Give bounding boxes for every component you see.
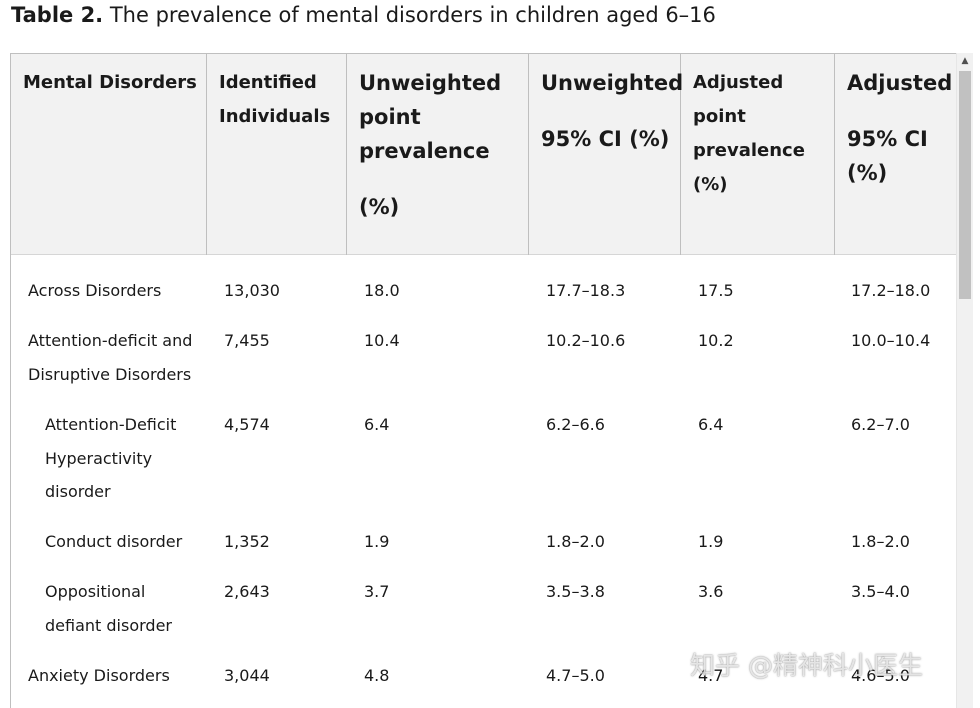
header-line: point xyxy=(359,105,421,129)
header-line: prevalence xyxy=(359,139,490,163)
header-line: Mental Disorders xyxy=(23,72,197,93)
header-adjusted-ci: Adjusted 95% CI (%) xyxy=(835,54,956,255)
header-line: (%) xyxy=(693,174,728,195)
header-line xyxy=(847,100,956,122)
header-line: prevalence xyxy=(693,140,805,161)
header-line: 95% CI xyxy=(847,127,928,151)
cell-unweighted-ci: 4.7–5.0 xyxy=(546,666,605,685)
row-label-anxiety-disorders: Anxiety Disorders xyxy=(28,659,170,693)
scrollbar-thumb[interactable] xyxy=(959,71,971,299)
row-label-line: defiant disorder xyxy=(45,615,172,635)
header-line: Identified xyxy=(219,72,317,93)
cell-unweighted-ci: 6.2–6.6 xyxy=(546,415,605,434)
cell-unweighted-ci: 1.8–2.0 xyxy=(546,532,605,551)
cell-unweighted-prevalence: 6.4 xyxy=(364,415,390,434)
cell-adjusted-ci: 1.8–2.0 xyxy=(851,532,910,551)
row-label-line: disorder xyxy=(45,482,111,501)
table-caption-text: The prevalence of mental disorders in ch… xyxy=(109,3,716,27)
row-label-line: Disruptive Disorders xyxy=(28,364,192,384)
header-line: Unweighted xyxy=(359,71,502,95)
cell-unweighted-prevalence: 1.9 xyxy=(364,532,390,551)
row-label-adhd: Attention-Deficit Hyperactivity disorder xyxy=(45,408,176,509)
row-label-oppositional-defiant: Oppositional defiant disorder xyxy=(45,575,172,642)
header-line: Unweighted xyxy=(541,71,684,95)
table-caption-label: Table 2. xyxy=(11,3,104,27)
cell-unweighted-prevalence: 3.7 xyxy=(364,582,390,601)
row-label-line: Oppositional xyxy=(45,582,146,601)
header-line xyxy=(359,168,528,190)
watermark: 知乎 @精神科小医生 xyxy=(690,651,923,680)
cell-identified-individuals: 3,044 xyxy=(224,666,270,685)
header-line xyxy=(541,100,680,122)
cell-unweighted-ci: 3.5–3.8 xyxy=(546,582,605,601)
row-label-line: Hyperactivity xyxy=(45,448,153,468)
header-identified-individuals: Identified Individuals xyxy=(207,54,347,255)
cell-unweighted-ci: 10.2–10.6 xyxy=(546,331,626,350)
row-label-line: Across Disorders xyxy=(28,281,162,300)
header-mental-disorders: Mental Disorders xyxy=(11,54,207,255)
cell-identified-individuals: 1,352 xyxy=(224,532,270,551)
cell-adjusted-ci: 6.2–7.0 xyxy=(851,415,910,434)
header-line: Adjusted xyxy=(693,72,784,93)
cell-unweighted-prevalence: 18.0 xyxy=(364,281,400,300)
header-adjusted-prevalence: Adjusted point prevalence (%) xyxy=(681,54,835,255)
header-line: (%) xyxy=(359,195,400,219)
prevalence-table: Mental Disorders Identified Individuals Unw… xyxy=(10,53,956,708)
cell-adjusted-ci: 10.0–10.4 xyxy=(851,331,931,350)
header-line: 95% CI (%) xyxy=(541,127,670,151)
cell-identified-individuals: 2,643 xyxy=(224,582,270,601)
cell-unweighted-prevalence: 10.4 xyxy=(364,331,400,350)
cell-adjusted-prevalence: 1.9 xyxy=(698,532,724,551)
cell-identified-individuals: 7,455 xyxy=(224,331,270,350)
header-line: point xyxy=(693,106,746,127)
header-unweighted-prevalence: Unweighted point prevalence (%) xyxy=(347,54,529,255)
cell-adjusted-prevalence: 3.6 xyxy=(698,582,724,601)
cell-adjusted-prevalence: 4.7 xyxy=(698,666,724,685)
cell-adjusted-ci: 4.6–5.0 xyxy=(851,666,910,685)
cell-identified-individuals: 4,574 xyxy=(224,415,270,434)
cell-adjusted-prevalence: 6.4 xyxy=(698,415,724,434)
table-caption: Table 2. The prevalence of mental disord… xyxy=(11,0,716,30)
row-label-line: Anxiety Disorders xyxy=(28,666,170,685)
header-unweighted-ci: Unweighted 95% CI (%) xyxy=(529,54,684,255)
table-header: Mental Disorders Identified Individuals Unw… xyxy=(11,54,956,255)
header-line: (%) xyxy=(847,161,888,185)
vertical-scrollbar[interactable]: ▲ xyxy=(956,53,973,708)
header-line: Adjusted xyxy=(847,71,953,95)
cell-identified-individuals: 13,030 xyxy=(224,281,280,300)
row-label-line: Conduct disorder xyxy=(45,532,183,551)
cell-unweighted-prevalence: 4.8 xyxy=(364,666,390,685)
row-label-attention-deficit-disruptive: Attention-deficit and Disruptive Disorder… xyxy=(28,324,192,391)
row-label-line: Attention-Deficit xyxy=(45,415,177,434)
header-line: Individuals xyxy=(219,106,331,127)
cell-adjusted-prevalence: 17.5 xyxy=(698,281,734,300)
cell-adjusted-ci: 17.2–18.0 xyxy=(851,281,931,300)
row-label-conduct-disorder: Conduct disorder xyxy=(45,525,182,559)
cell-adjusted-ci: 3.5–4.0 xyxy=(851,582,910,601)
cell-unweighted-ci: 17.7–18.3 xyxy=(546,281,626,300)
cell-adjusted-prevalence: 10.2 xyxy=(698,331,734,350)
scroll-up-arrow-icon[interactable]: ▲ xyxy=(961,56,969,66)
row-label-across-disorders: Across Disorders xyxy=(28,274,161,308)
row-label-line: Attention-deficit and xyxy=(28,331,193,350)
